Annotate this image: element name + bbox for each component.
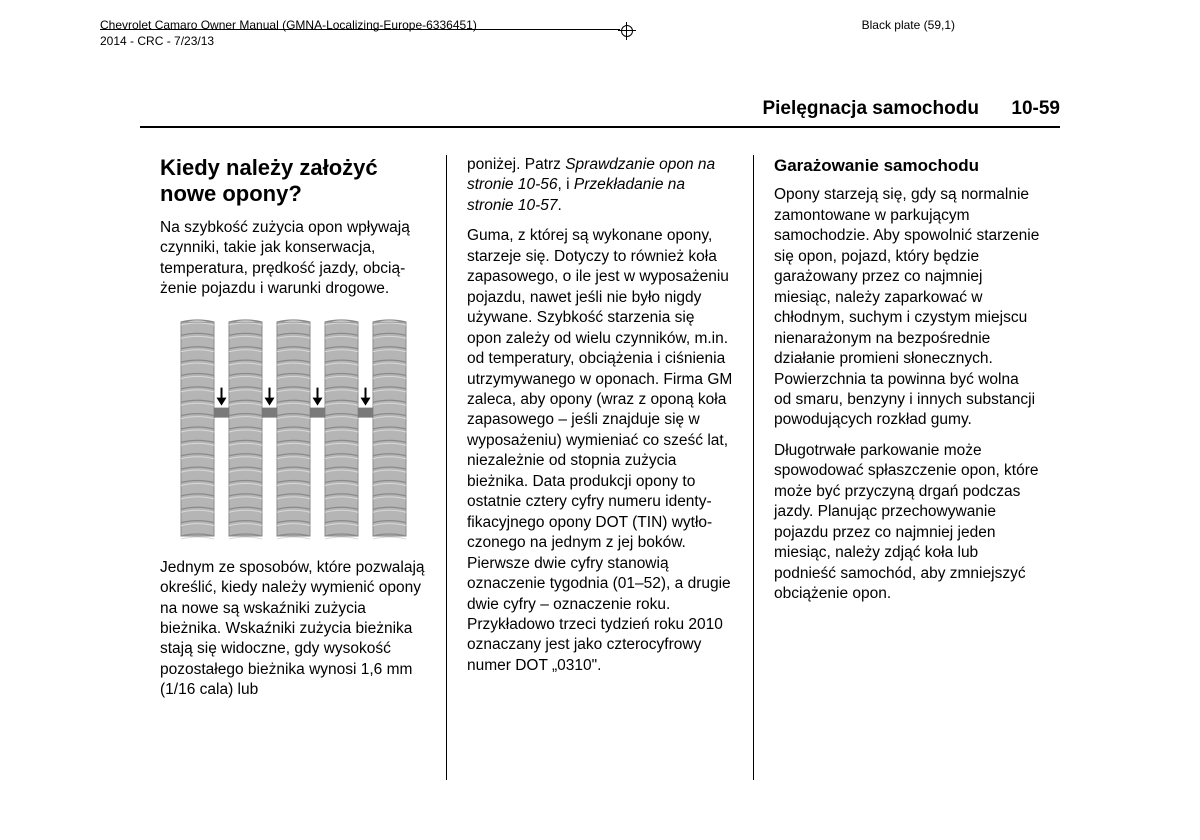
col3-heading: Garażowanie samochodu (774, 155, 1040, 177)
col2-p1-mid: , i (557, 176, 573, 193)
section-name: Pielęgnacja samochodu (762, 98, 978, 120)
col2-para1: poniżej. Patrz Sprawdzanie opon na stron… (467, 155, 733, 216)
column-1: Kiedy należy założyć nowe opony? Na szyb… (140, 155, 446, 780)
page-number: 10-59 (1011, 98, 1060, 120)
col3-para1: Opony starzeją się, gdy są normalnie zam… (774, 185, 1040, 430)
col3-para2: Długotrwałe parkowanie może spowodować s… (774, 441, 1040, 605)
content-columns: Kiedy należy założyć nowe opony? Na szyb… (140, 155, 1060, 780)
manual-title: Chevrolet Camaro Owner Manual (GMNA-Loca… (100, 18, 477, 34)
header-left: Chevrolet Camaro Owner Manual (GMNA-Loca… (100, 18, 477, 49)
tire-tread-figure (176, 314, 411, 544)
page-title-row: Pielęgnacja samochodu 10-59 (140, 98, 1060, 128)
col2-p1-pre: poniżej. Patrz (467, 156, 565, 173)
registration-mark-icon (618, 22, 636, 40)
column-2: poniżej. Patrz Sprawdzanie opon na stron… (446, 155, 753, 780)
col2-p1-post: . (557, 197, 561, 214)
page-header: Chevrolet Camaro Owner Manual (GMNA-Loca… (100, 18, 1100, 58)
col1-para2: Jednym ze sposobów, które pozwa­lają okr… (160, 558, 426, 701)
col2-para2: Guma, z której są wykonane opony, starze… (467, 226, 733, 676)
col1-heading: Kiedy należy założyć nowe opony? (160, 155, 426, 208)
column-3: Garażowanie samochodu Opony starzeją się… (753, 155, 1060, 780)
manual-date: 2014 - CRC - 7/23/13 (100, 34, 477, 50)
col1-para1: Na szybkość zużycia opon wpływają czynni… (160, 218, 426, 300)
plate-label: Black plate (59,1) (862, 18, 955, 32)
